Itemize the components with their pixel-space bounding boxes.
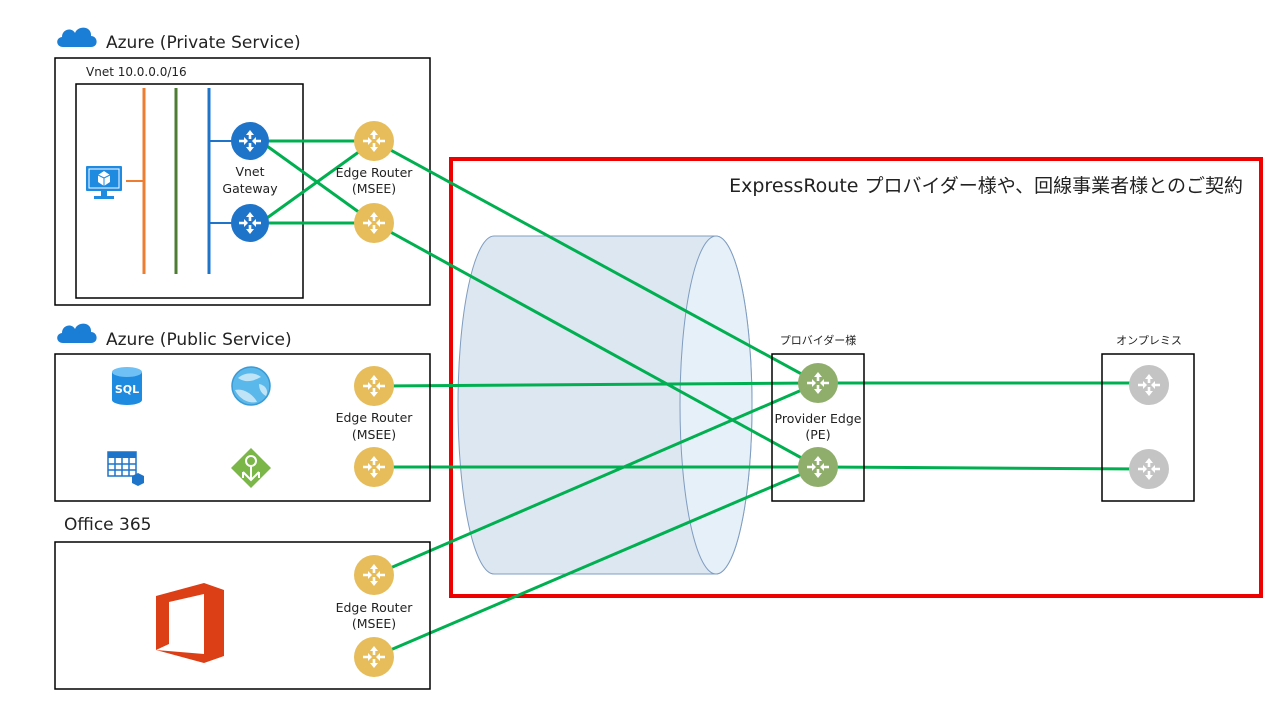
provider-edge-router-icon [798, 363, 838, 403]
onprem-router-icon [1129, 365, 1169, 405]
storage-table-icon [108, 452, 144, 486]
azure-public-title: Azure (Public Service) [106, 330, 292, 350]
vnet-gateway-router-icon [231, 204, 269, 242]
gateway-label-line1: Vnet [235, 164, 264, 179]
azure-private-title: Azure (Private Service) [106, 33, 301, 53]
api-app-icon [231, 448, 271, 488]
msee-router-icon [354, 203, 394, 243]
msee-router-icon [354, 366, 394, 406]
private-edge-label-line2: (MSEE) [352, 181, 396, 196]
vm-icon [86, 166, 122, 199]
onprem-router-icon [1129, 449, 1169, 489]
web-app-icon [232, 367, 270, 405]
msee-router-icon [354, 637, 394, 677]
msee-router-icon [354, 447, 394, 487]
msee-router-icon [354, 121, 394, 161]
public-edge-label-line1: Edge Router [336, 410, 414, 425]
msee-router-icon [354, 555, 394, 595]
pe-label-line1: Provider Edge [775, 411, 862, 426]
gateway-label-line2: Gateway [222, 181, 278, 196]
contract-title: ExpressRoute プロバイダー様や、回線事業者様とのご契約 [729, 175, 1243, 197]
vnet-label: Vnet 10.0.0.0/16 [86, 65, 187, 79]
office-edge-label-line2: (MSEE) [352, 616, 396, 631]
public-edge-label-line2: (MSEE) [352, 427, 396, 442]
sql-database-icon: SQL [112, 367, 142, 405]
vnet-gateway-router-icon [231, 122, 269, 160]
provider-title: プロバイダー様 [780, 333, 857, 347]
pe-label-line2: (PE) [805, 427, 830, 442]
onprem-title: オンプレミス [1116, 334, 1182, 347]
private-edge-label-line1: Edge Router [336, 165, 414, 180]
office-edge-label-line1: Edge Router [336, 600, 414, 615]
provider-edge-router-icon [798, 447, 838, 487]
office365-title: Office 365 [64, 515, 151, 535]
office-logo-icon [156, 583, 224, 663]
cloud-icon [57, 324, 96, 343]
sql-icon-text: SQL [115, 383, 139, 396]
cloud-icon [57, 28, 96, 47]
